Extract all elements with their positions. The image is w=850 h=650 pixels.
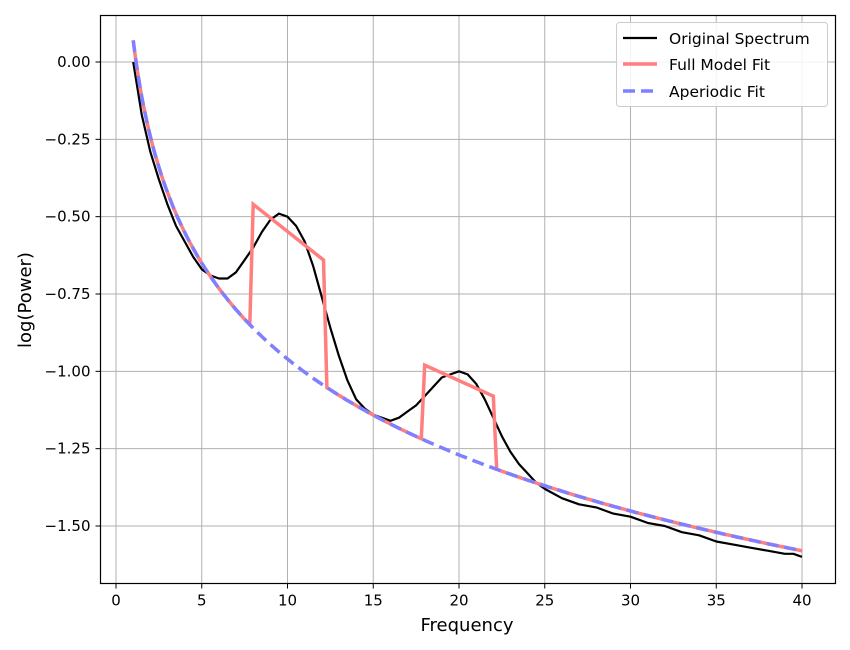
legend: Original Spectrum Full Model Fit Aperiod… (616, 22, 828, 107)
series-original-spectrum (132, 61, 803, 558)
plot-area (131, 40, 803, 558)
legend-box (616, 22, 828, 107)
x-tick-label: 25 (535, 592, 554, 610)
x-tick-label: 10 (278, 592, 297, 610)
grid-lines (100, 15, 836, 584)
y-tick-label: −0.50 (45, 208, 91, 226)
legend-label: Aperiodic Fit (669, 83, 765, 101)
legend-item-original-spectrum: Original Spectrum (623, 30, 810, 48)
x-axis-label: Frequency (421, 615, 514, 636)
y-tick-label: −0.25 (45, 130, 91, 148)
series-aperiodic-fit (131, 40, 803, 553)
x-tick-label: 35 (707, 592, 726, 610)
axes-frame (99, 14, 837, 585)
x-tick-label: 0 (111, 592, 121, 610)
legend-item-aperiodic-fit: Aperiodic Fit (623, 83, 765, 101)
x-tick-label: 15 (364, 592, 383, 610)
y-tick-label: −0.75 (45, 285, 91, 303)
x-tick-label: 30 (621, 592, 640, 610)
legend-label: Original Spectrum (669, 30, 810, 48)
y-axis-label: log(Power) (15, 252, 36, 348)
y-tick-label: −1.50 (45, 517, 91, 535)
series-full-model-fit (131, 40, 803, 553)
legend-item-full-model-fit: Full Model Fit (623, 56, 770, 74)
x-tick-label: 40 (792, 592, 811, 610)
y-axis-ticks: 0.00 −0.25 −0.50 −0.75 −1.00 −1.25 −1.50 (45, 53, 101, 535)
y-tick-label: −1.25 (45, 440, 91, 458)
x-axis-ticks: 0 5 10 15 20 25 30 35 40 (111, 583, 812, 610)
y-tick-label: 0.00 (57, 53, 90, 71)
y-tick-label: −1.00 (45, 362, 91, 380)
legend-label: Full Model Fit (669, 56, 770, 74)
x-tick-label: 5 (197, 592, 207, 610)
x-tick-label: 20 (449, 592, 468, 610)
